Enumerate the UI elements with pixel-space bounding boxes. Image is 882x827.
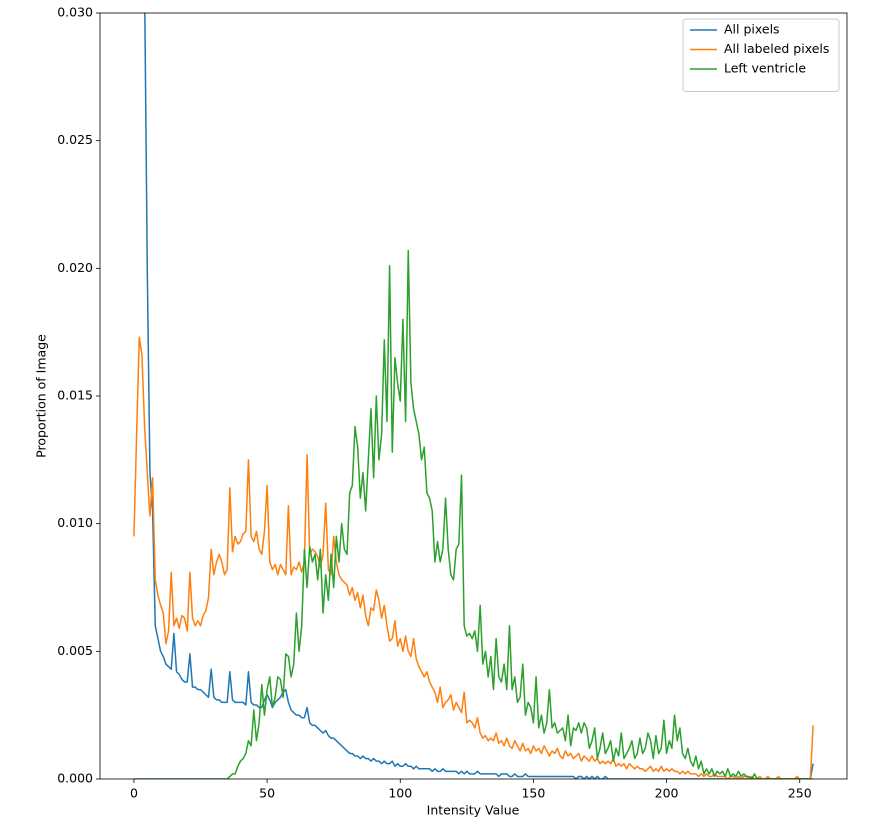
y-tick-label: 0.015: [57, 388, 93, 403]
plot-lines: [133, 13, 814, 779]
x-tick-label: 100: [388, 786, 412, 801]
legend-box: [682, 18, 840, 92]
legend: All pixels All labeled pixels Left ventric…: [682, 18, 840, 92]
y-tick-label: 0.005: [57, 643, 93, 658]
axes-frame: [99, 12, 848, 780]
x-axis-label: Intensity Value: [427, 803, 520, 818]
legend-label: Left ventricle: [724, 61, 806, 76]
series-line: [133, 336, 814, 779]
y-tick-label: 0.010: [57, 515, 93, 530]
series-line: [144, 13, 814, 779]
series-line: [133, 249, 814, 779]
x-tick-label: 200: [655, 786, 679, 801]
x-tick-label: 0: [130, 786, 138, 801]
y-tick-label: 0.030: [57, 5, 93, 20]
legend-label: All labeled pixels: [724, 41, 829, 56]
x-tick-label: 150: [521, 786, 545, 801]
y-axis-label: Proportion of Image: [34, 334, 49, 458]
x-tick-label: 250: [788, 786, 812, 801]
legend-label: All pixels: [724, 22, 780, 37]
y-tick-label: 0.020: [57, 260, 93, 275]
y-tick-label: 0.000: [57, 771, 93, 786]
x-tick-label: 50: [259, 786, 275, 801]
y-tick-label: 0.025: [57, 132, 93, 147]
